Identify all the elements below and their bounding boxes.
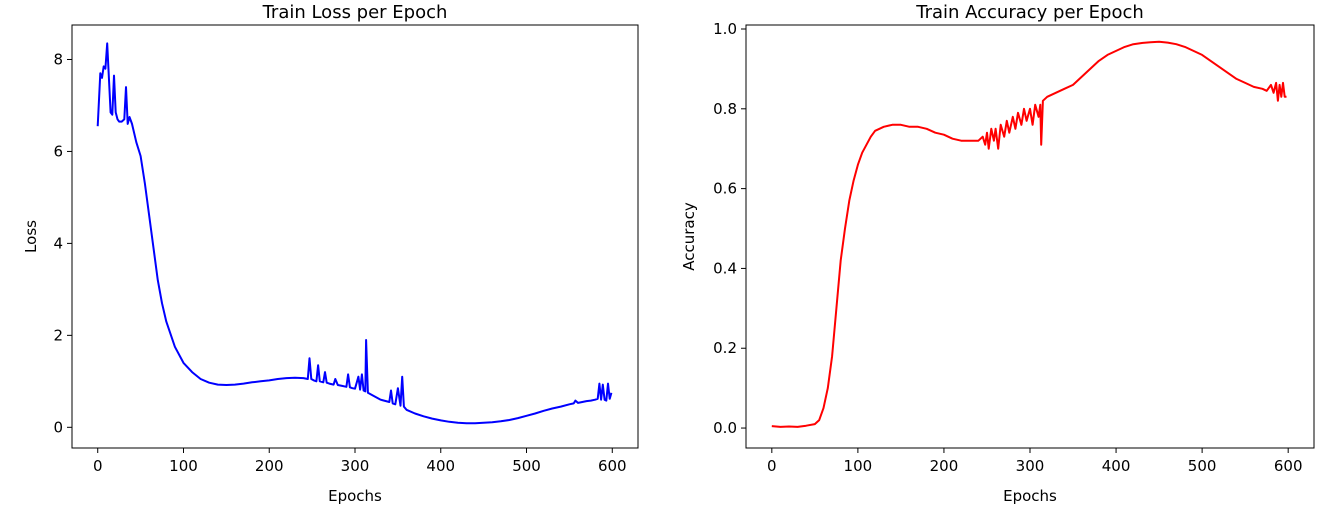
accuracy-y-axis-label: Accuracy <box>680 202 698 271</box>
loss-series-line <box>96 42 613 425</box>
loss-y-ticks: 0 2 4 6 8 <box>53 50 72 436</box>
accuracy-chart-title: Train Accuracy per Epoch <box>915 2 1144 23</box>
loss-x-axis-label: Epochs <box>328 487 382 505</box>
loss-plot-area <box>71 24 639 449</box>
accuracy-x-tick-label: 200 <box>930 457 959 475</box>
accuracy-y-tick-label: 0.0 <box>713 419 737 437</box>
accuracy-y-tick-label: 0.2 <box>713 339 737 357</box>
accuracy-y-tick-label: 0.8 <box>713 100 737 118</box>
loss-x-ticks: 0 100 200 300 400 500 600 <box>93 448 627 475</box>
accuracy-x-tick-label: 600 <box>1274 457 1303 475</box>
loss-y-tick-label: 8 <box>53 50 63 68</box>
loss-x-tick-label: 600 <box>598 457 627 475</box>
accuracy-x-tick-label: 500 <box>1188 457 1217 475</box>
accuracy-series-line <box>771 40 1287 428</box>
accuracy-x-tick-label: 0 <box>767 457 777 475</box>
loss-y-tick-label: 0 <box>53 418 63 436</box>
accuracy-plot-area <box>745 24 1315 449</box>
loss-x-tick-label: 500 <box>512 457 541 475</box>
accuracy-x-tick-label: 400 <box>1102 457 1131 475</box>
loss-y-tick-label: 2 <box>53 326 63 344</box>
loss-chart-panel: Train Loss per Epoch Epochs Loss 0 100 200… <box>22 2 639 505</box>
accuracy-x-tick-label: 300 <box>1016 457 1045 475</box>
accuracy-chart-panel: Train Accuracy per Epoch Epochs Accuracy… <box>680 2 1315 505</box>
loss-x-tick-label: 100 <box>169 457 198 475</box>
loss-x-tick-label: 200 <box>255 457 284 475</box>
loss-y-tick-label: 4 <box>53 234 63 252</box>
accuracy-x-axis-label: Epochs <box>1003 487 1057 505</box>
loss-x-tick-label: 0 <box>93 457 103 475</box>
accuracy-y-ticks: 0.0 0.2 0.4 0.6 0.8 1.0 <box>713 20 746 437</box>
loss-y-axis-label: Loss <box>22 220 40 253</box>
loss-chart-title: Train Loss per Epoch <box>262 2 448 23</box>
accuracy-y-tick-label: 1.0 <box>713 20 737 38</box>
accuracy-x-ticks: 0 100 200 300 400 500 600 <box>767 448 1303 475</box>
accuracy-y-tick-label: 0.4 <box>713 259 737 277</box>
accuracy-y-tick-label: 0.6 <box>713 180 737 198</box>
loss-y-tick-label: 6 <box>53 142 63 160</box>
accuracy-x-tick-label: 100 <box>844 457 873 475</box>
loss-x-tick-label: 400 <box>426 457 455 475</box>
loss-x-tick-label: 300 <box>341 457 370 475</box>
